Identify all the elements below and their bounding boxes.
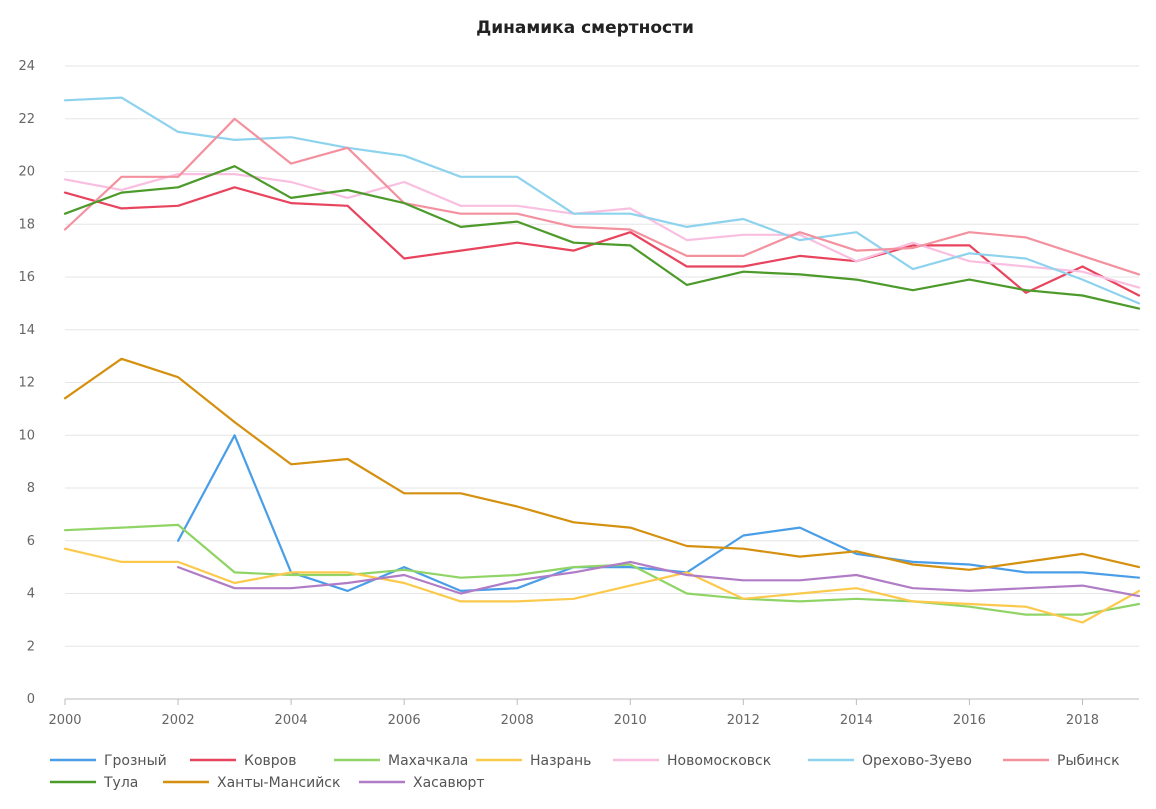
legend-item[interactable]: Тула: [50, 775, 138, 791]
legend-label: Орехово-Зуево: [862, 753, 972, 769]
series-line-0[interactable]: [177, 434, 1141, 592]
y-tick-label: 6: [27, 534, 35, 549]
legend-item[interactable]: Ковров: [190, 753, 296, 769]
y-tick-label: 14: [18, 323, 35, 338]
x-axis-ticks: 2000 2002 2004 2006 2008 2010 2012 2014 2016 2018: [48, 699, 1099, 728]
x-tick-label: 2016: [953, 713, 986, 728]
legend-label: Назрань: [530, 753, 591, 769]
series-line-1[interactable]: [63, 186, 1141, 297]
legend-label: Рыбинск: [1057, 753, 1120, 769]
legend-label: Ханты-Мансийск: [217, 775, 340, 791]
chart-title: Динамика смертности: [476, 18, 694, 38]
legend-item[interactable]: Махачкала: [334, 753, 468, 769]
legend-item[interactable]: Рыбинск: [1003, 753, 1120, 769]
y-tick-label: 0: [27, 692, 35, 707]
legend-label: Тула: [103, 775, 138, 791]
legend-item[interactable]: Назрань: [476, 753, 591, 769]
x-tick-label: 2014: [840, 713, 873, 728]
legend-item[interactable]: Грозный: [50, 753, 167, 769]
y-tick-label: 4: [27, 587, 35, 602]
legend-label: Хасавюрт: [413, 775, 485, 791]
y-tick-label: 18: [18, 217, 35, 232]
series-line-9[interactable]: [177, 560, 1141, 598]
x-tick-label: 2018: [1066, 713, 1099, 728]
y-tick-label: 16: [18, 270, 35, 285]
legend[interactable]: Грозный Ковров Махачкала Назрань Новомосковс…: [50, 753, 1120, 791]
x-tick-label: 2002: [162, 713, 195, 728]
y-tick-label: 12: [18, 376, 35, 391]
series-line-4[interactable]: [63, 173, 1141, 289]
series-lines: [63, 96, 1141, 624]
y-tick-label: 24: [18, 59, 35, 74]
y-tick-label: 10: [18, 428, 35, 443]
y-tick-label: 22: [18, 112, 35, 127]
legend-item[interactable]: Хасавюрт: [359, 775, 485, 791]
x-tick-label: 2000: [48, 713, 81, 728]
x-tick-label: 2012: [727, 713, 760, 728]
x-tick-label: 2010: [614, 713, 647, 728]
legend-item[interactable]: Ханты-Мансийск: [163, 775, 340, 791]
legend-label: Грозный: [104, 753, 167, 769]
legend-item[interactable]: Новомосковск: [613, 753, 771, 769]
legend-label: Махачкала: [388, 753, 468, 769]
series-line-2[interactable]: [63, 523, 1141, 616]
legend-label: Ковров: [244, 753, 296, 769]
series-line-5[interactable]: [63, 96, 1141, 305]
series-line-8[interactable]: [63, 357, 1141, 571]
series-line-3[interactable]: [63, 547, 1141, 624]
y-tick-label: 20: [18, 165, 35, 180]
x-tick-label: 2006: [388, 713, 421, 728]
y-tick-label: 2: [27, 639, 35, 654]
series-line-7[interactable]: [63, 165, 1141, 310]
legend-label: Новомосковск: [667, 753, 771, 769]
y-tick-label: 8: [27, 481, 35, 496]
x-tick-label: 2004: [275, 713, 308, 728]
legend-item[interactable]: Орехово-Зуево: [808, 753, 972, 769]
series-line-6[interactable]: [63, 117, 1141, 276]
x-tick-label: 2008: [501, 713, 534, 728]
